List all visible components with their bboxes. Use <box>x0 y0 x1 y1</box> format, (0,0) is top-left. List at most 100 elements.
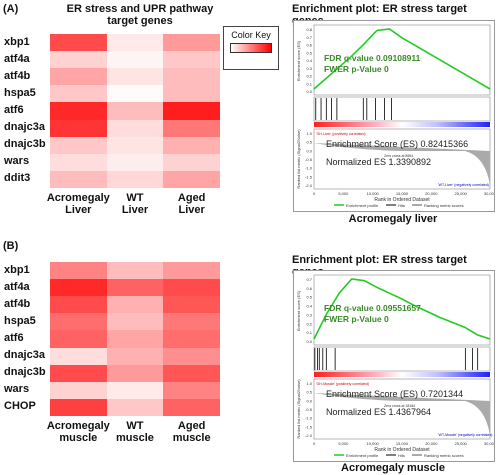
es-value-text: Enrichment Score (ES) 0.7201344 <box>326 389 463 399</box>
heatmap-cell <box>163 347 220 365</box>
ranking-gradient-bar <box>314 372 490 377</box>
panel-a-tag: (A) <box>3 3 19 15</box>
hits-panel <box>313 96 491 122</box>
es-axis-label: Enrichment score (ES) <box>296 290 301 331</box>
es-tick: 0.1 <box>306 330 312 335</box>
heatmap-b <box>50 262 220 416</box>
heatmap-cell <box>50 51 107 69</box>
es-tick: 0.7 <box>306 35 312 40</box>
rank-tick: 0.5 <box>306 140 312 145</box>
gene-label: ddit3 <box>4 172 31 185</box>
x-tick: 30,000 <box>484 441 494 446</box>
heatmap-cell <box>50 279 107 297</box>
heatmap-cell <box>106 68 164 86</box>
heatmap-cell <box>50 398 107 416</box>
rank-panel <box>313 128 491 190</box>
fdr-text: FDR q-value 0.09551657 <box>324 303 421 313</box>
gene-label: atf4b <box>4 69 31 82</box>
x-tick: 5,000 <box>338 441 349 446</box>
heatmap-cell <box>50 136 107 154</box>
x-tick: 30,000 <box>484 191 494 196</box>
heatmap-cell <box>50 296 107 314</box>
column-label-line1: WT <box>126 192 144 204</box>
x-tick: 25,000 <box>455 191 468 196</box>
heatmap-cell <box>106 85 164 103</box>
heatmap-cell <box>106 381 164 399</box>
x-tick: 20,000 <box>425 191 438 196</box>
x-axis-label: Rank in Ordered Dataset <box>374 447 430 453</box>
heatmap-cell <box>106 119 164 137</box>
gsea-a-plot: 0.8 0.7 0.6 0.5 0.4 0.3 0.2 0.1 0.0 Enrichment sc… <box>293 20 497 212</box>
nes-value-text: Normalized ES 1.3390892 <box>326 157 431 167</box>
es-tick: 0.0 <box>306 339 312 344</box>
panel-b-tag: (B) <box>3 240 19 252</box>
gsea-b-caption: Acromegaly muscle <box>341 462 445 474</box>
es-tick: 0.6 <box>306 43 312 48</box>
heatmap-cell <box>50 170 107 188</box>
es-tick: 0.7 <box>306 277 312 282</box>
column-label-line1: Acromegaly <box>46 192 110 204</box>
column-label-line1: WT <box>126 420 144 432</box>
rank-tick: 0.0 <box>306 148 312 153</box>
rank-panel <box>313 378 491 440</box>
gsea-svg: 0.8 0.7 0.6 0.5 0.4 0.3 0.2 0.1 0.0 Enrichment sc… <box>296 24 497 208</box>
enrichment-profile-line <box>313 28 491 90</box>
column-label-line2: muscle <box>59 432 98 444</box>
gene-label: wars <box>4 383 30 396</box>
legend-ranking: Ranking metric scores <box>424 453 464 458</box>
zero-cross-label: Zero cross at 18184 <box>384 404 415 408</box>
fwer-text: FWER p-Value 0 <box>324 314 389 324</box>
heatmap-cell <box>50 313 107 331</box>
column-label-line1: Acromegaly <box>46 420 110 432</box>
heatmap-cell <box>163 51 220 69</box>
heatmap-cell <box>163 68 220 86</box>
color-key: Color Key <box>223 26 279 70</box>
panel-a-title: ER stress and UPR pathway target genes <box>30 3 250 27</box>
rank-axis-label: Ranked list metric (Signal2Noise) <box>296 379 301 439</box>
gene-label: hspa5 <box>4 314 36 327</box>
gene-label: xbp1 <box>4 263 30 276</box>
heatmap-cell <box>163 170 220 188</box>
column-label: Acromegaly Liver <box>38 192 119 216</box>
heatmap-cell <box>163 262 220 280</box>
heatmap-cell <box>163 398 220 416</box>
nes-value-text: Normalized ES 1.4367964 <box>326 407 431 417</box>
column-label-line1: Aged <box>177 420 206 432</box>
column-label-line2: muscle <box>172 432 211 444</box>
heatmap-cell <box>106 296 164 314</box>
gsea-a-caption: Acromegaly liver <box>348 213 438 225</box>
color-key-label: Color Key <box>231 30 271 40</box>
legend-ranking: Ranking metric scores <box>424 203 464 208</box>
rank-tick: -0.5 <box>305 157 313 162</box>
heatmap-cell <box>50 34 107 52</box>
gene-label: dnajc3a <box>4 121 45 134</box>
heatmap-cell <box>106 170 164 188</box>
heatmap-cell <box>50 381 107 399</box>
es-tick: 0.0 <box>306 89 312 94</box>
rank-tick: 1.0 <box>306 381 312 386</box>
enrichment-profile-line <box>313 278 491 340</box>
heatmap-cell <box>106 364 164 382</box>
color-key-gradient <box>230 43 272 53</box>
rank-tick: -2.0 <box>305 183 313 188</box>
rank-tick: 0.0 <box>306 398 312 403</box>
x-tick: 10,000 <box>367 441 380 446</box>
gene-label: atf6 <box>4 332 24 344</box>
rank-tick: -0.5 <box>305 407 313 412</box>
legend-profile: Enrichment profile <box>346 453 379 458</box>
heatmap-cell <box>163 34 220 52</box>
gene-label: wars <box>4 155 30 168</box>
gene-label: dnajc3a <box>4 349 45 362</box>
gene-label: atf4a <box>4 52 30 65</box>
heatmap-cell <box>163 381 220 399</box>
gene-label: dnajc3b <box>4 366 46 379</box>
es-tick: 0.6 <box>306 286 312 291</box>
heatmap-cell <box>50 347 107 365</box>
heatmap-cell <box>163 102 220 120</box>
es-panel <box>313 274 491 346</box>
pos-label: 'GH-Liver' (positively correlated) <box>316 132 366 136</box>
heatmap-cell <box>50 85 107 103</box>
es-axis-label: Enrichment score (ES) <box>296 40 301 81</box>
es-tick: 0.5 <box>306 295 312 300</box>
heatmap-cell <box>106 262 164 280</box>
